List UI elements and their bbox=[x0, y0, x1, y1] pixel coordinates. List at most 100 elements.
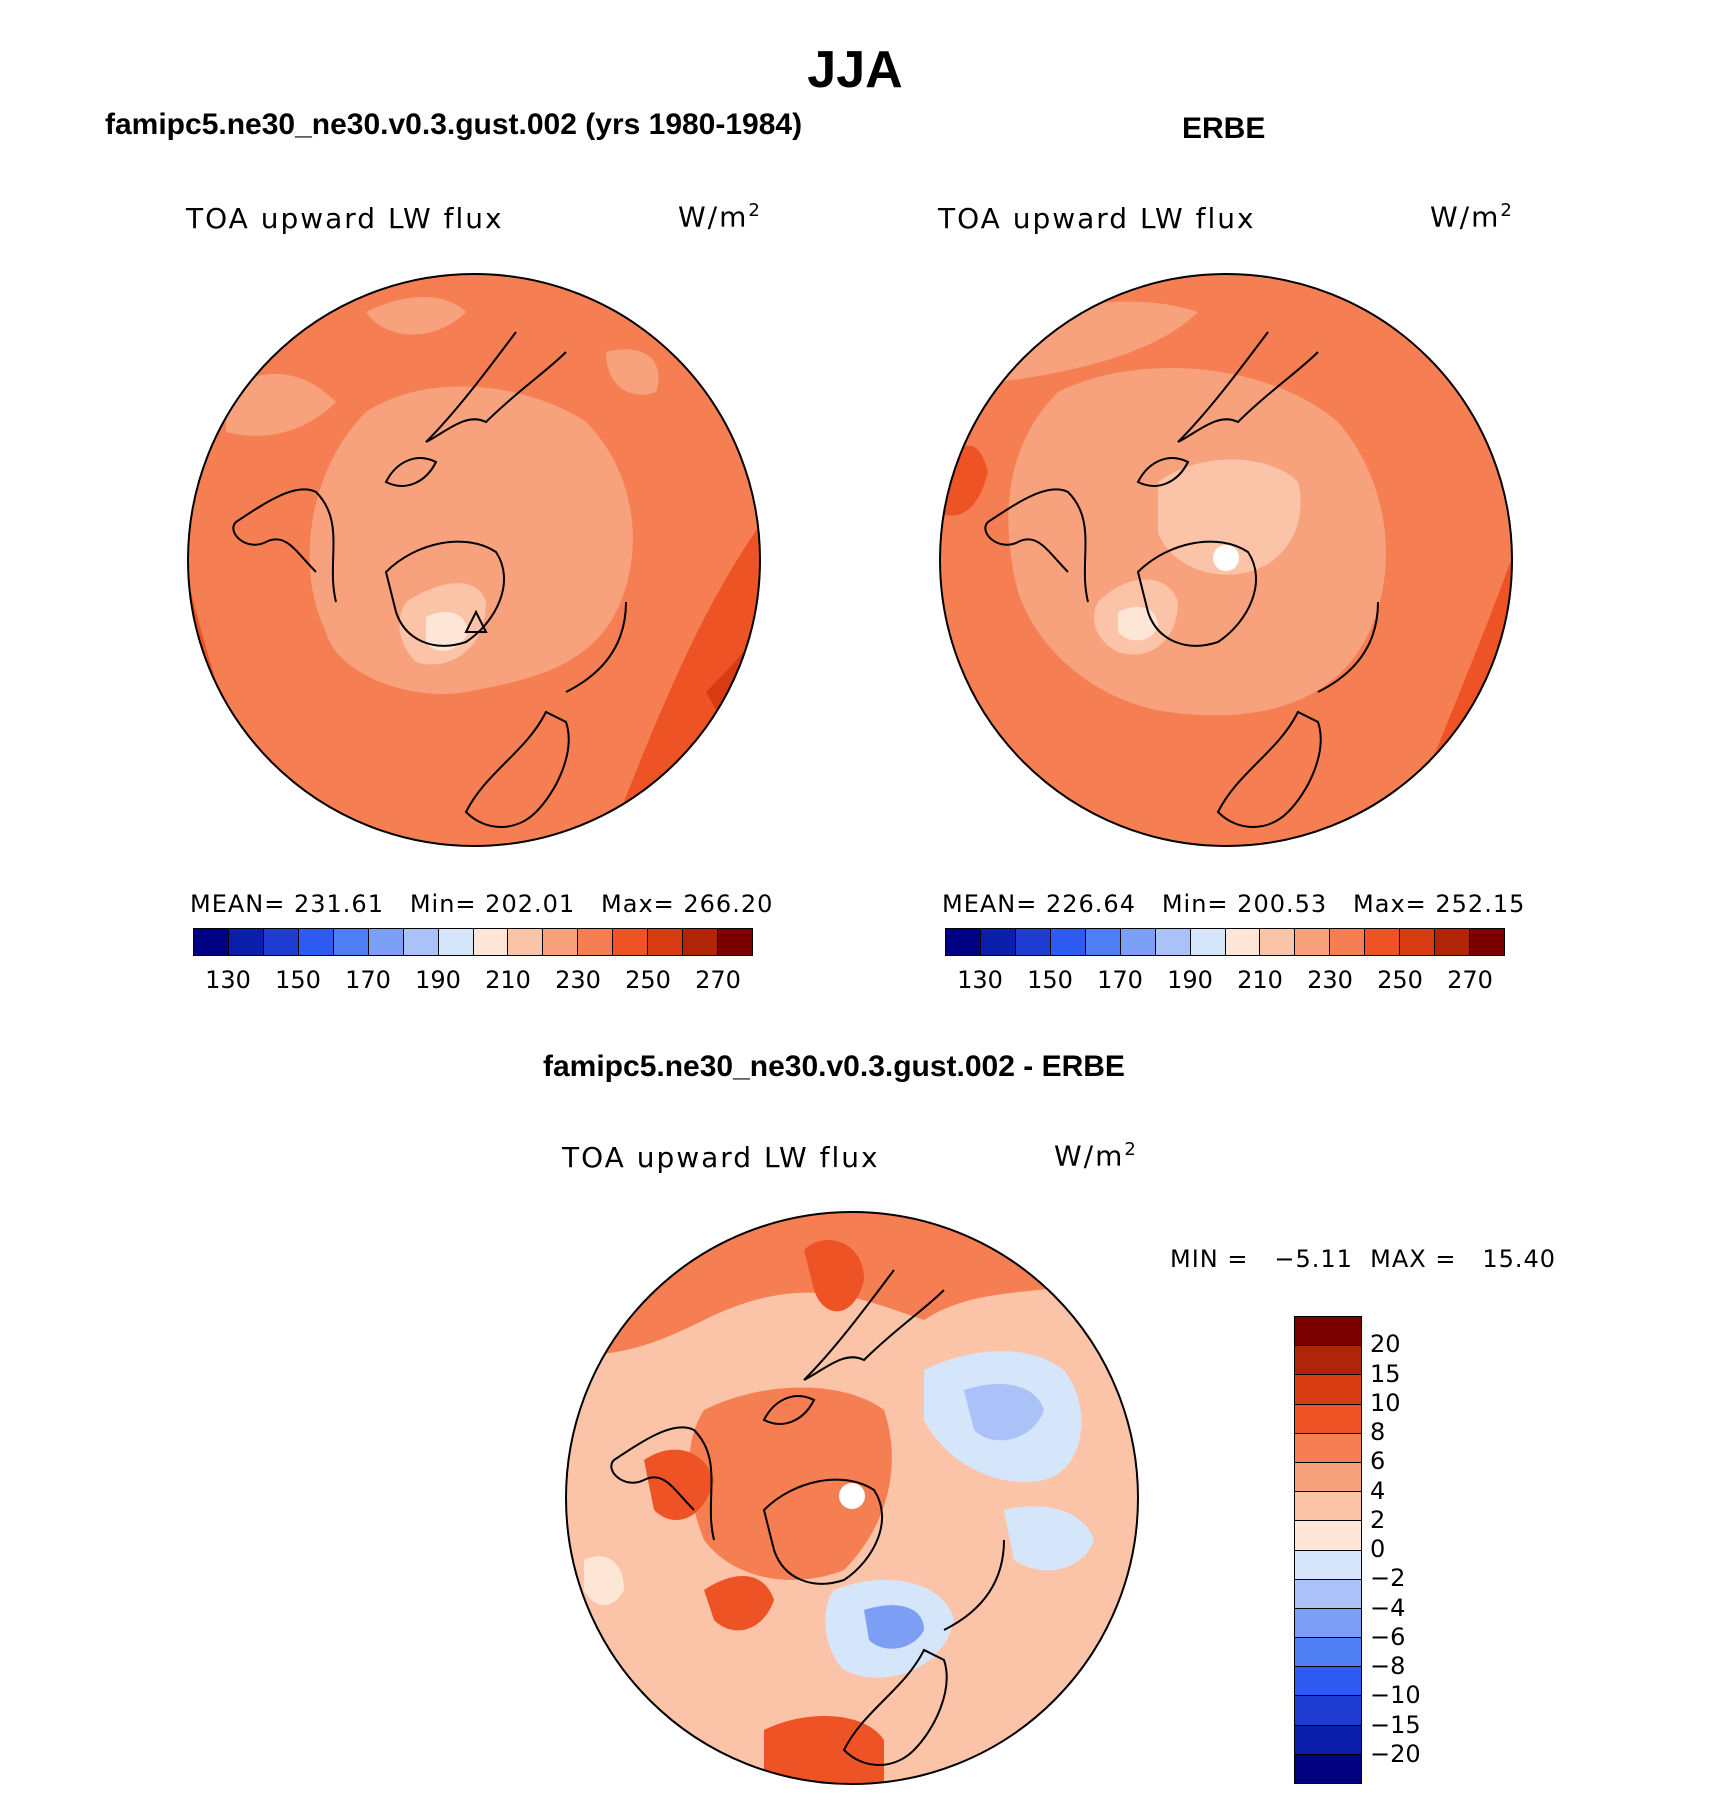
diff-colder-siberia bbox=[964, 1384, 1044, 1441]
model-polar-map bbox=[187, 273, 761, 847]
obs-colorbar: 130 150 170 190 210 230 250 270 bbox=[945, 928, 1505, 996]
diff-colorbar-box bbox=[1295, 1608, 1361, 1639]
model-colorbar-tick-label: 170 bbox=[345, 966, 391, 994]
diff-colorbar-tick-label: −8 bbox=[1370, 1652, 1406, 1680]
model-colorbar-tick-label: 230 bbox=[555, 966, 601, 994]
diff-polar-map bbox=[565, 1211, 1139, 1785]
diff-colorbar-box bbox=[1295, 1550, 1361, 1580]
model-colorbar-tick-label: 130 bbox=[205, 966, 251, 994]
model-colorbar-box bbox=[403, 929, 439, 955]
diff-colorbar-box bbox=[1295, 1433, 1361, 1463]
diff-hot-canada bbox=[644, 1449, 714, 1520]
diff-colorbar-tick-label: 0 bbox=[1370, 1535, 1386, 1563]
diff-colorbar-box bbox=[1295, 1521, 1361, 1551]
obs-colorbar-box bbox=[1190, 929, 1226, 955]
obs-panel-title: ERBE bbox=[1182, 112, 1266, 145]
model-colorbar: 130 150 170 190 210 230 250 270 bbox=[193, 928, 753, 996]
figure-title: JJA bbox=[807, 41, 903, 99]
diff-neutral-west bbox=[584, 1556, 624, 1605]
model-colorbar-box bbox=[194, 929, 229, 955]
model-arctic-region bbox=[309, 386, 633, 694]
model-colorbar-box bbox=[333, 929, 369, 955]
obs-colorbar-tick-label: 150 bbox=[1027, 966, 1073, 994]
model-stats: MEAN= 231.61 Min= 202.01 Max= 266.20 bbox=[190, 890, 774, 918]
obs-colorbar-tick-label: 190 bbox=[1167, 966, 1213, 994]
model-colorbar-tick-label: 150 bbox=[275, 966, 321, 994]
obs-colorbar-box bbox=[1225, 929, 1261, 955]
model-greenland-coldest bbox=[426, 612, 468, 651]
obs-colorbar-tick-label: 130 bbox=[957, 966, 1003, 994]
model-colorbar-box bbox=[648, 929, 684, 955]
diff-colorbar-box bbox=[1295, 1375, 1361, 1405]
diff-colorbar-box bbox=[1295, 1404, 1361, 1434]
obs-colorbar-ticks: 130 150 170 190 210 230 250 270 bbox=[945, 966, 1505, 996]
diff-cool-east bbox=[1004, 1506, 1094, 1571]
obs-colorbar-box bbox=[1470, 929, 1504, 955]
diff-colder-scandinavia bbox=[864, 1605, 924, 1649]
model-colorbar-box bbox=[578, 929, 614, 955]
obs-colorbar-box bbox=[1260, 929, 1296, 955]
diff-colorbar-tick-label: 2 bbox=[1370, 1505, 1386, 1534]
model-colorbar-box bbox=[228, 929, 264, 955]
diff-colorbar-box bbox=[1295, 1725, 1361, 1755]
diff-colorbar bbox=[1294, 1316, 1362, 1784]
model-colorbar-boxes bbox=[193, 928, 753, 956]
model-colorbar-box bbox=[508, 929, 544, 955]
diff-colorbar-box bbox=[1295, 1754, 1361, 1783]
model-colorbar-box bbox=[718, 929, 752, 955]
model-colorbar-tick-label: 270 bbox=[695, 966, 741, 994]
diff-colorbar-box bbox=[1295, 1696, 1361, 1726]
obs-colorbar-box bbox=[1330, 929, 1366, 955]
obs-polar-cool bbox=[1158, 459, 1301, 575]
diff-hot-north bbox=[804, 1240, 864, 1312]
obs-colorbar-box bbox=[1155, 929, 1191, 955]
diff-units-label: W/m2 bbox=[1054, 1139, 1138, 1173]
obs-colorbar-box bbox=[946, 929, 981, 955]
diff-colorbar-box bbox=[1295, 1638, 1361, 1668]
diff-colorbar-tick-label: 10 bbox=[1370, 1388, 1401, 1417]
diff-colorbar-tick-label: 4 bbox=[1370, 1476, 1386, 1505]
diff-colorbar-tick-label: −4 bbox=[1370, 1593, 1406, 1622]
obs-colorbar-box bbox=[1365, 929, 1401, 955]
obs-missing-pole bbox=[1213, 545, 1239, 571]
diff-colorbar-tick-label: 8 bbox=[1370, 1418, 1386, 1446]
obs-variable-label: TOA upward LW flux bbox=[938, 202, 1256, 235]
obs-colorbar-box bbox=[1050, 929, 1086, 955]
diff-hot-greenland-edge bbox=[704, 1576, 774, 1631]
model-colorbar-tick-label: 210 bbox=[485, 966, 531, 994]
diff-colorbar-tick-label: −6 bbox=[1370, 1622, 1406, 1651]
diff-colorbar-boxes bbox=[1294, 1316, 1362, 1784]
model-cool-patch bbox=[226, 373, 336, 436]
obs-map-border bbox=[939, 273, 1513, 847]
diff-colorbar-tick-label: 20 bbox=[1370, 1330, 1401, 1359]
obs-colorbar-box bbox=[1435, 929, 1471, 955]
model-units-label: W/m2 bbox=[678, 200, 762, 234]
obs-coastlines bbox=[984, 331, 1379, 828]
model-colorbar-box bbox=[543, 929, 579, 955]
model-colorbar-box bbox=[473, 929, 509, 955]
obs-units-label: W/m2 bbox=[1430, 200, 1514, 234]
model-cool-patch-ne bbox=[606, 349, 659, 395]
obs-polar-map bbox=[939, 273, 1513, 847]
diff-coastlines bbox=[610, 1269, 1005, 1766]
diff-colorbar-ticks: 20 15 10 8 6 4 2 0 −2 −4 −6 −8 −10 −15 −20 bbox=[1370, 1316, 1470, 1784]
diff-panel-title: famipc5.ne30_ne30.v0.3.gust.002 - ERBE bbox=[543, 1050, 1125, 1083]
diff-colorbar-box bbox=[1295, 1462, 1361, 1493]
diff-colorbar-tick-label: −10 bbox=[1370, 1681, 1421, 1710]
diff-colorbar-box bbox=[1295, 1317, 1361, 1347]
model-colorbar-tick-label: 250 bbox=[625, 966, 671, 994]
diff-colorbar-tick-label: 15 bbox=[1370, 1359, 1401, 1388]
diff-missing-pole bbox=[839, 1483, 865, 1509]
obs-colorbar-boxes bbox=[945, 928, 1505, 956]
obs-colorbar-box bbox=[1400, 929, 1436, 955]
diff-stats: MIN = −5.11 MAX = 15.40 bbox=[1170, 1245, 1557, 1273]
obs-stats: MEAN= 226.64 Min= 200.53 Max= 252.15 bbox=[942, 890, 1526, 918]
model-panel-title: famipc5.ne30_ne30.v0.3.gust.002 (yrs 198… bbox=[105, 108, 803, 141]
obs-colorbar-tick-label: 170 bbox=[1097, 966, 1143, 994]
model-variable-label: TOA upward LW flux bbox=[186, 202, 504, 235]
obs-colorbar-tick-label: 270 bbox=[1447, 966, 1493, 994]
diff-colorbar-tick-label: 6 bbox=[1370, 1447, 1386, 1476]
model-map-border bbox=[187, 273, 761, 847]
diff-colorbar-tick-label: −2 bbox=[1370, 1564, 1406, 1593]
model-colorbar-box bbox=[298, 929, 334, 955]
